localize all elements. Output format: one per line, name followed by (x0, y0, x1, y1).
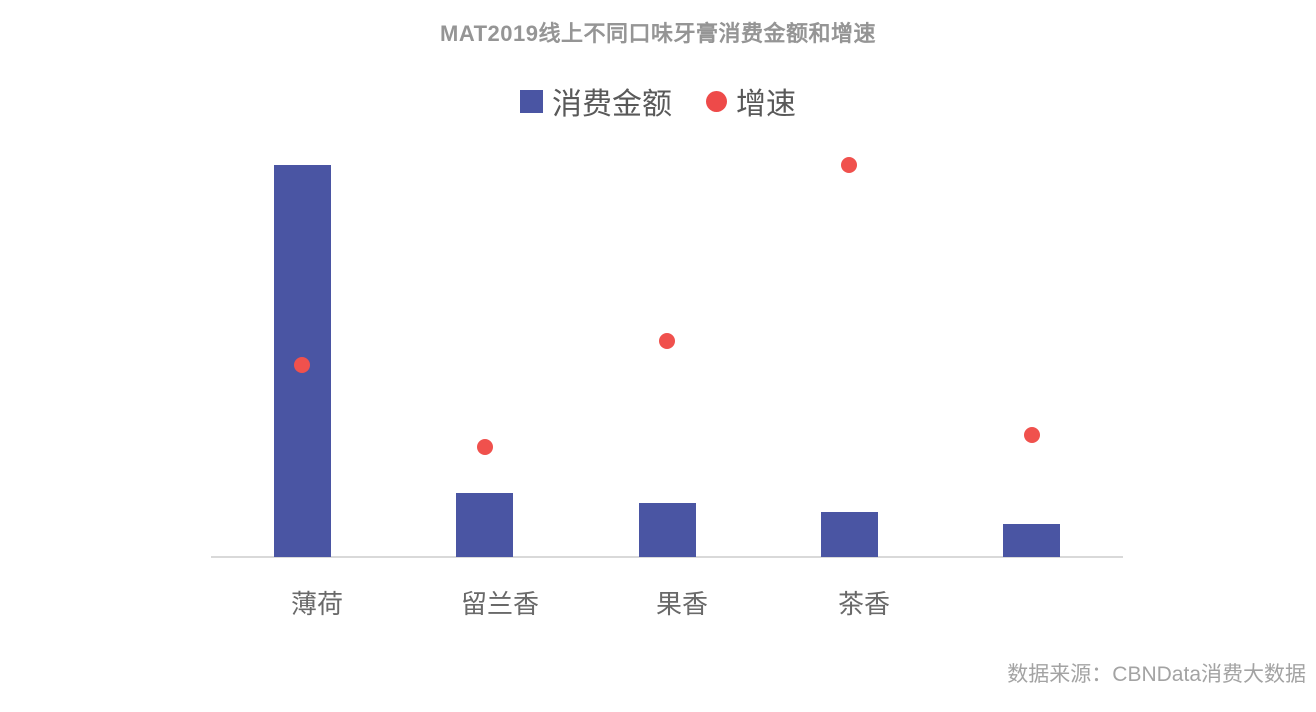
growth-dot (841, 157, 857, 173)
consumption-bar (1003, 524, 1060, 557)
consumption-bar (639, 503, 696, 557)
legend-dot-swatch-icon (706, 90, 727, 112)
legend-square-swatch-icon (520, 89, 543, 113)
x-axis-label: 茶香 (837, 589, 890, 619)
legend: 消费金额 增速 (0, 80, 1316, 122)
growth-dot (659, 333, 675, 349)
growth-dot (294, 357, 310, 373)
x-axis-label: 留兰香 (460, 589, 539, 619)
x-axis-label: 薄荷 (290, 589, 343, 619)
legend-item-growth: 增速 (706, 79, 796, 123)
legend-item-consumption: 消费金额 (520, 79, 672, 123)
x-axis-line (211, 556, 1123, 558)
source-note: 数据来源：CBNData消费大数据 (1007, 663, 1306, 686)
consumption-bar (456, 493, 513, 557)
consumption-bar (821, 512, 878, 557)
chart-title: MAT2019线上不同口味牙膏消费金额和增速 (440, 21, 876, 46)
legend-label-growth: 增速 (736, 88, 796, 121)
growth-dot (477, 439, 493, 455)
growth-dot (1024, 427, 1040, 443)
x-axis-label: 果香 (655, 589, 708, 619)
legend-label-consumption: 消费金额 (552, 88, 672, 121)
